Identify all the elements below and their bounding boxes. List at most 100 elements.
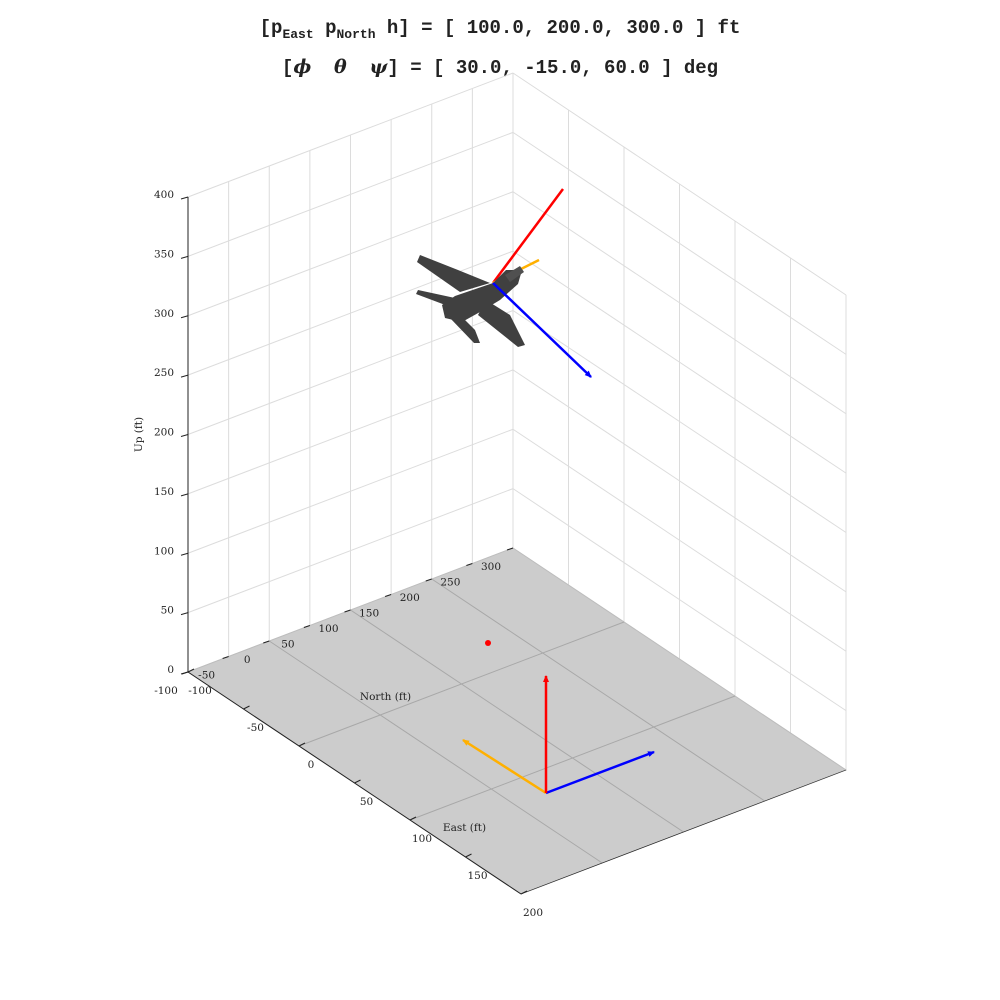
x-tick — [520, 890, 528, 895]
y-tick-label: 0 — [244, 654, 251, 666]
ground-grid-line — [268, 640, 603, 864]
z-tick — [180, 196, 189, 200]
y-tick-label: -100 — [154, 685, 178, 697]
x-tick — [298, 742, 306, 747]
ground-plane — [186, 547, 848, 895]
z-tick — [180, 315, 189, 319]
grid-line — [187, 310, 514, 435]
x-tick — [354, 779, 361, 784]
z-tick — [180, 671, 189, 675]
z-tick-label: 100 — [154, 545, 174, 557]
z-tick-label: 350 — [154, 248, 174, 260]
y-tick — [384, 594, 392, 597]
grid-line — [512, 369, 847, 593]
z-axis-label: Up (ft) — [133, 417, 145, 452]
z-tick — [180, 493, 189, 497]
y-tick — [303, 625, 311, 628]
right-tailplane — [450, 315, 480, 343]
x-tick-label: 200 — [523, 907, 543, 919]
fuselage — [442, 270, 522, 322]
ground-grid-line — [350, 609, 684, 833]
x-tick-label: 50 — [360, 796, 373, 808]
x-axis-label: East (ft) — [443, 822, 486, 834]
aircraft — [416, 188, 592, 378]
z-tick-label: 250 — [154, 367, 174, 379]
z-tick — [180, 255, 189, 259]
title-subscript-east: East — [282, 26, 314, 42]
y-tick-label: 200 — [400, 592, 420, 604]
z-tick — [180, 374, 189, 378]
nose — [505, 266, 524, 282]
title-subscript-north: North — [336, 26, 376, 42]
left-wing — [417, 255, 490, 292]
z-tick — [180, 552, 189, 556]
left-tailplane — [416, 290, 455, 306]
title-text: p — [313, 17, 337, 39]
title-text: h] = [ 100.0, 200.0, 300.0 ] ft — [375, 17, 741, 39]
y-tick-label: 300 — [481, 561, 501, 573]
z-tick-label: 50 — [161, 605, 174, 617]
y-tick — [466, 563, 473, 566]
x-tick-label: 100 — [412, 833, 432, 845]
title-theta: θ — [334, 55, 347, 78]
x-tick — [243, 705, 250, 710]
grid-line — [187, 428, 514, 554]
z-tick — [180, 612, 189, 616]
y-axis-label: North (ft) — [360, 691, 411, 703]
grid-line — [512, 250, 847, 474]
z-tick-label: 400 — [154, 189, 174, 201]
grid-line — [512, 131, 847, 355]
ground-marker — [485, 640, 491, 646]
east-vector — [545, 750, 655, 795]
grid-line — [512, 191, 847, 415]
y-tick — [222, 656, 229, 659]
body-x-vector — [491, 188, 565, 284]
x-tick-label: -50 — [247, 722, 264, 734]
title-psi: ψ — [369, 55, 388, 78]
body-z-vector — [492, 282, 592, 378]
grid-line — [187, 488, 514, 614]
figure-title: [pEast pNorth h] = [ 100.0, 200.0, 300.0… — [0, 12, 1000, 84]
grid-line — [187, 72, 514, 198]
north-vector — [462, 738, 547, 795]
y-tick — [263, 640, 270, 644]
grid-line — [512, 72, 847, 296]
title-line-position: [pEast pNorth h] = [ 100.0, 200.0, 300.0… — [0, 12, 1000, 51]
axis-ticks: -100 -50 0 50 100 150 200 -100 -50 0 50 100 150 200 25… — [154, 189, 847, 919]
grid-line — [512, 428, 847, 652]
z-tick-label: 0 — [167, 664, 174, 676]
title-text: [p — [259, 17, 283, 39]
x-tick — [187, 668, 195, 673]
z-tick — [180, 434, 189, 437]
y-tick — [506, 547, 514, 551]
title-text: ] = [ 30.0, -15.0, 60.0 ] deg — [387, 56, 719, 79]
z-tick-label: 300 — [154, 308, 174, 320]
y-tick-label: 250 — [440, 577, 460, 589]
x-tick-label: -100 — [188, 685, 212, 697]
y-axis-line — [520, 769, 847, 895]
title-phi: ϕ — [293, 55, 312, 78]
grid-line — [512, 310, 847, 533]
title-line-attitude: [ϕ θ ψ] = [ 30.0, -15.0, 60.0 ] deg — [0, 51, 1000, 84]
y-tick-label: -50 — [198, 670, 215, 682]
y-tick — [425, 578, 432, 582]
title-text: [ — [281, 56, 294, 79]
y-tick-label: 150 — [359, 608, 379, 620]
x-tick-label: 0 — [308, 759, 315, 771]
z-tick-label: 200 — [154, 427, 174, 439]
grid-line — [187, 131, 514, 257]
reference-vectors — [462, 640, 655, 795]
y-tick — [344, 609, 351, 613]
right-wing — [478, 300, 525, 347]
y-tick-label: 100 — [318, 623, 338, 635]
grid-line — [187, 191, 514, 317]
grid-line — [512, 488, 847, 712]
y-tick-label: 50 — [281, 639, 294, 651]
x-tick — [465, 853, 472, 858]
ground-grid-line — [431, 578, 766, 802]
z-tick-label: 150 — [154, 486, 174, 498]
grid-line — [187, 369, 514, 495]
x-tick — [409, 816, 417, 821]
x-tick-label: 150 — [467, 870, 487, 882]
